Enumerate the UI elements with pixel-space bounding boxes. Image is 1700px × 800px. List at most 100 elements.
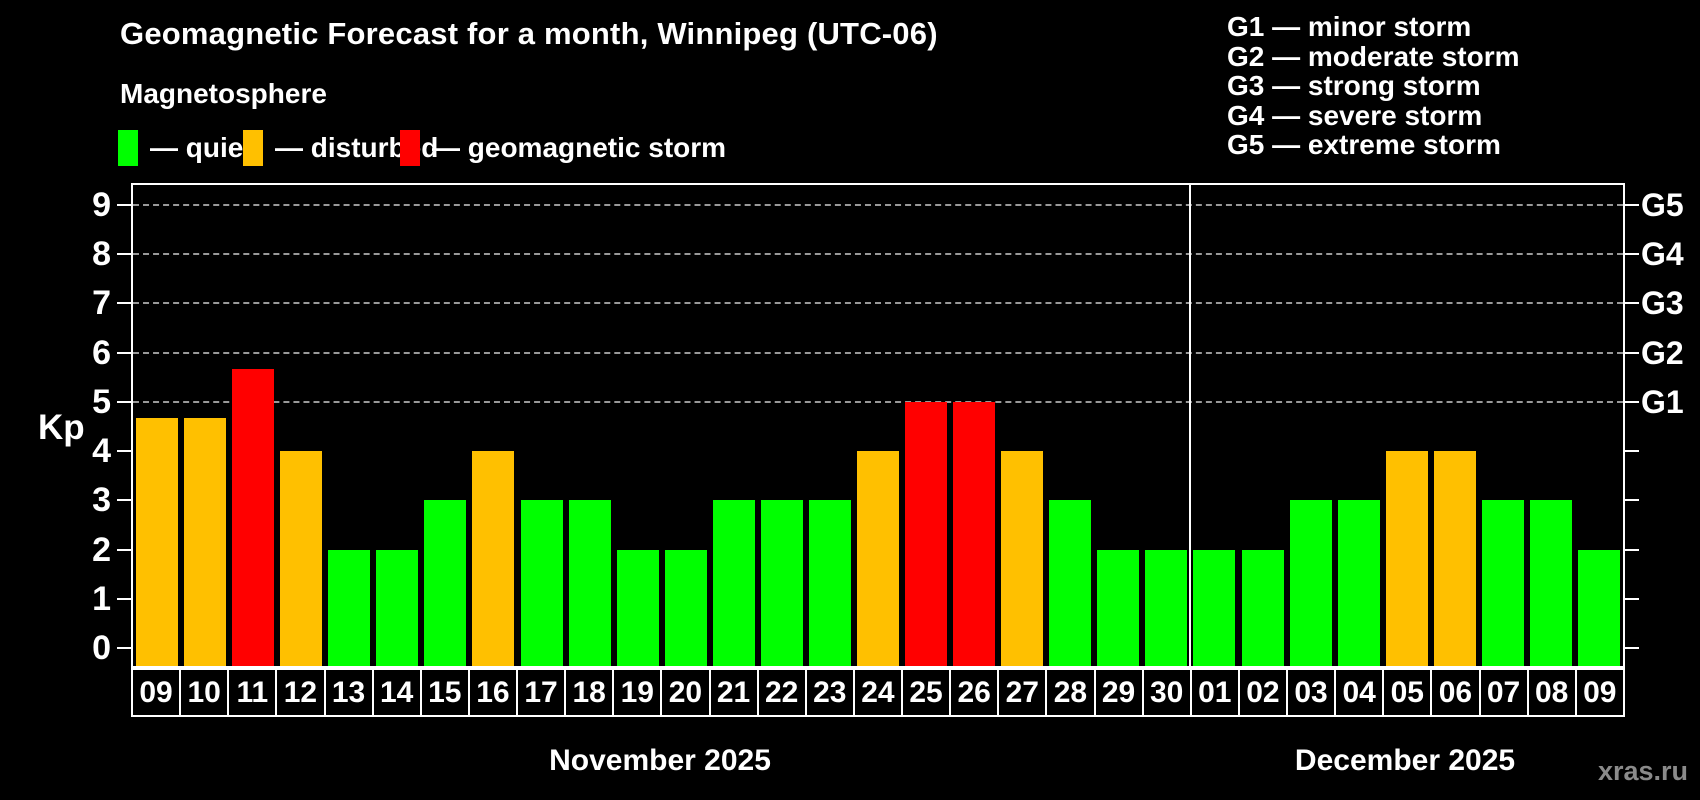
grid-line-kp5	[133, 400, 1623, 403]
g-axis-tick	[1625, 450, 1639, 453]
day-label-cell: 06	[1430, 668, 1481, 717]
day-label-cell: 30	[1141, 668, 1192, 717]
g-legend-line-g5: G5 — extreme storm	[1227, 129, 1501, 160]
y-tick-label: 7	[92, 284, 111, 323]
y-tick-label: 1	[92, 579, 111, 618]
g-axis-tick	[1625, 400, 1639, 403]
day-label-cell: 27	[997, 668, 1048, 717]
legend-label-quiet: — quiet	[150, 132, 253, 163]
g-scale-legend: G1 — minor storm G2 — moderate storm G3 …	[1227, 12, 1520, 160]
g-axis-label-g4: G4	[1641, 235, 1684, 272]
y-tick-label: 9	[92, 185, 111, 224]
kp-bar	[664, 549, 707, 666]
disturbed-color-swatch	[243, 130, 263, 166]
day-label-cell: 16	[467, 668, 518, 717]
kp-bar	[1289, 500, 1332, 666]
day-label-cell: 08	[1526, 668, 1577, 717]
day-label-cell: 17	[516, 668, 567, 717]
kp-bar	[712, 500, 755, 666]
kp-bar	[1193, 549, 1236, 666]
storm-color-swatch	[400, 130, 420, 166]
kp-bar	[376, 549, 419, 666]
day-label-cell: 21	[708, 668, 759, 717]
y-axis-label-kp: Kp	[38, 408, 85, 447]
day-label-cell: 18	[564, 668, 615, 717]
month-label-december: December 2025	[1294, 744, 1516, 777]
g-axis-tick	[1625, 597, 1639, 600]
y-tick-label: 3	[92, 481, 111, 520]
y-tick-label: 8	[92, 234, 111, 273]
kp-bar	[1385, 451, 1428, 666]
day-label-cell: 26	[949, 668, 1000, 717]
day-label-cell: 02	[1237, 668, 1288, 717]
day-label-cell: 09	[1574, 668, 1625, 717]
day-axis-row: 09 10 11 12 13 14 15 16 17 18 19 20 21 22 23 24 25 26 27 28…	[131, 668, 1625, 717]
kp-bar	[472, 451, 515, 666]
grid-line-kp9	[133, 203, 1623, 206]
g-axis-tick	[1625, 252, 1639, 255]
day-label-cell: 01	[1189, 668, 1240, 717]
month-label-november: November 2025	[549, 744, 771, 777]
grid-line-kp8	[133, 252, 1623, 255]
grid-line-kp6	[133, 351, 1623, 354]
kp-bar	[280, 451, 323, 666]
y-axis-tick	[117, 548, 131, 551]
legend-item-storm: — geomagnetic storm	[400, 130, 726, 166]
kp-bar	[1529, 500, 1572, 666]
kp-bar	[1241, 549, 1284, 666]
day-label-cell: 14	[371, 668, 422, 717]
kp-bar	[424, 500, 467, 666]
legend-label-storm: — geomagnetic storm	[432, 132, 727, 163]
kp-bar	[857, 451, 899, 666]
kp-bar	[1145, 549, 1188, 666]
legend-item-quiet: — quiet	[118, 130, 253, 166]
g-axis-tick	[1625, 203, 1639, 206]
y-axis-tick	[117, 203, 131, 206]
y-tick-label: 6	[92, 333, 111, 372]
kp-bar	[184, 418, 227, 666]
day-label-cell: 15	[419, 668, 470, 717]
kp-bar	[1337, 500, 1380, 666]
g-axis-tick	[1625, 548, 1639, 551]
day-label-cell: 20	[660, 668, 711, 717]
kp-bar	[520, 500, 563, 666]
g-legend-line-g1: G1 — minor storm	[1227, 11, 1472, 42]
y-axis-tick	[117, 450, 131, 453]
kp-bar	[905, 401, 948, 666]
day-label-cell: 25	[901, 668, 952, 717]
kp-bar	[808, 500, 851, 666]
day-label-cell: 10	[179, 668, 230, 717]
day-label-cell: 03	[1286, 668, 1337, 717]
kp-bar	[232, 368, 275, 666]
y-axis-tick	[117, 499, 131, 502]
y-tick-label: 0	[92, 629, 111, 668]
kp-bar	[1433, 451, 1476, 666]
g-axis-label-g2: G2	[1641, 334, 1684, 371]
g-axis-tick	[1625, 647, 1639, 650]
kp-bar	[1001, 451, 1044, 666]
day-label-cell: 13	[323, 668, 374, 717]
y-axis-tick	[117, 302, 131, 305]
g-legend-line-g3: G3 — strong storm	[1227, 70, 1481, 101]
day-label-cell: 04	[1334, 668, 1385, 717]
kp-bar	[136, 418, 179, 666]
day-label-cell: 19	[612, 668, 663, 717]
g-legend-line-g4: G4 — severe storm	[1227, 99, 1483, 131]
kp-bar	[328, 549, 371, 666]
day-label-cell: 29	[1093, 668, 1144, 717]
kp-bar	[1481, 500, 1524, 666]
day-label-cell: 05	[1382, 668, 1433, 717]
y-tick-label: 2	[92, 530, 111, 569]
day-label-cell: 28	[1045, 668, 1096, 717]
day-label-cell: 07	[1478, 668, 1529, 717]
kp-bar	[568, 500, 611, 666]
g-axis-tick	[1625, 302, 1639, 305]
grid-line-kp7	[133, 302, 1623, 305]
kp-bar	[760, 500, 803, 666]
watermark-xras: xras.ru	[1597, 756, 1688, 786]
y-axis-tick	[117, 351, 131, 354]
kp-bar	[953, 401, 996, 666]
day-label-cell: 24	[852, 668, 903, 717]
chart-subtitle: Magnetosphere	[120, 78, 327, 109]
